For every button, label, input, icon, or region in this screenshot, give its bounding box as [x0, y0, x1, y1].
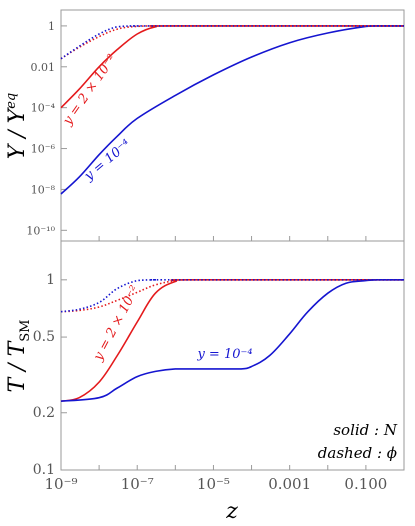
- bottom-y-tick-label: 1: [46, 272, 55, 288]
- bottom-panel: 1 0.5 0.2 0.110⁻⁹ 10⁻⁷ 10⁻⁵ 0.001 0.100: [33, 240, 405, 493]
- top-y-tick-label: 10⁻¹⁰: [26, 224, 55, 237]
- top-plot-frame: [60, 9, 405, 242]
- x-tick-label: 10⁻⁹: [44, 475, 77, 493]
- x-axis-title: z: [225, 499, 238, 524]
- top-blue-annotation: y = 10⁻⁴: [81, 137, 134, 185]
- bottom-plot-frame: [60, 240, 405, 471]
- bottom-series-blue-solid: [60, 278, 404, 402]
- top-y-tick-label: 10⁻⁸: [31, 183, 56, 196]
- x-tick-label: 10⁻⁵: [197, 475, 230, 493]
- legend-solid: solid : N: [333, 421, 398, 439]
- legend-dashed: dashed : ϕ: [318, 444, 397, 462]
- bottom-y-tick-label: 0.1: [33, 462, 55, 478]
- bottom-red-annotation: y = 2 × 10⁻²: [90, 283, 142, 364]
- x-tick-label: 0.100: [344, 475, 387, 493]
- bottom-series-blue-dashed: [60, 278, 404, 313]
- top-y-axis-title: Y / Yeq: [4, 93, 30, 159]
- top-red-annotation: y = 2 × 10⁻²: [60, 52, 120, 129]
- bottom-y-axis-title: T / TSM: [5, 320, 33, 393]
- top-y-tick-label: 1: [48, 20, 55, 33]
- top-panel: 1 0.01 10⁻⁴ 10⁻⁶ 10⁻⁸ 10⁻¹⁰: [26, 9, 405, 242]
- x-tick-label: 10⁻⁷: [121, 475, 154, 493]
- bottom-y-tick-label: 0.5: [33, 329, 55, 345]
- bottom-y-tick-label: 0.2: [33, 405, 55, 421]
- bottom-series-red-dashed: [60, 278, 404, 313]
- top-y-tick-label: 0.01: [31, 61, 56, 74]
- top-y-tick-label: 10⁻⁶: [31, 143, 56, 156]
- top-y-tick-label: 10⁻⁴: [31, 102, 56, 115]
- top-series-blue-dashed: [60, 25, 404, 60]
- top-series-blue-solid: [60, 25, 404, 195]
- bottom-blue-annotation: y = 10⁻⁴: [196, 347, 252, 362]
- x-tick-label: 0.001: [268, 475, 311, 493]
